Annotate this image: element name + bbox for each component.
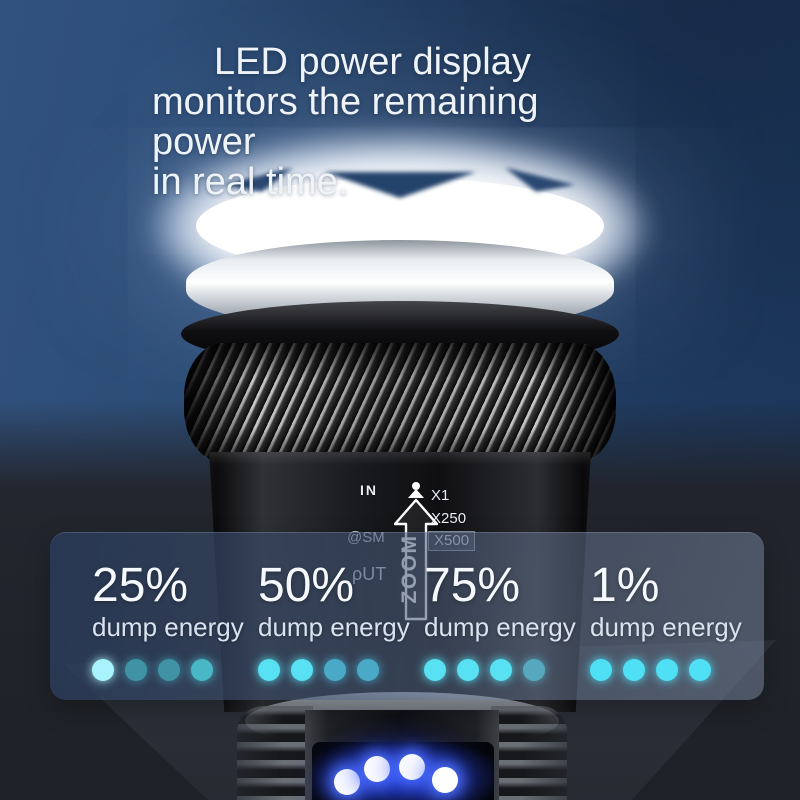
energy-dot bbox=[258, 659, 280, 682]
marking-in: IN bbox=[360, 482, 378, 498]
headline-line2: monitors the remaining power bbox=[152, 81, 539, 163]
power-led bbox=[432, 767, 458, 793]
energy-dot bbox=[424, 659, 446, 682]
headline: LED power display monitors the remaining… bbox=[152, 42, 648, 202]
energy-dots bbox=[258, 659, 424, 682]
energy-panel: 25% dump energy 50% dump energy 75% dump… bbox=[50, 532, 764, 700]
energy-dots bbox=[424, 659, 590, 682]
energy-dot bbox=[125, 659, 147, 682]
bezel-notch bbox=[324, 172, 476, 198]
energy-dot bbox=[523, 659, 545, 682]
headline-line1: LED power display bbox=[214, 41, 531, 83]
energy-dot bbox=[158, 659, 180, 682]
energy-dot bbox=[291, 659, 313, 682]
energy-label: dump energy bbox=[424, 611, 576, 642]
energy-percent: 75% bbox=[424, 559, 521, 612]
energy-card: 75% dump energy bbox=[424, 559, 590, 700]
energy-dots bbox=[92, 659, 258, 682]
energy-dot bbox=[590, 659, 612, 682]
energy-dots bbox=[590, 659, 756, 682]
headline-line3: in real time. bbox=[152, 161, 349, 203]
energy-dot bbox=[457, 659, 479, 682]
energy-label: dump energy bbox=[92, 611, 244, 642]
energy-card: 25% dump energy bbox=[92, 559, 258, 700]
tail-rib-left bbox=[237, 706, 313, 800]
energy-percent: 25% bbox=[92, 559, 189, 612]
marking-x250: X250 bbox=[431, 510, 467, 527]
energy-card: 50% dump energy bbox=[258, 559, 424, 700]
energy-card: 1% dump energy bbox=[590, 559, 756, 700]
energy-dot bbox=[689, 659, 711, 682]
energy-label: dump energy bbox=[258, 611, 410, 642]
energy-dot bbox=[656, 659, 678, 682]
tail-rib-right bbox=[491, 706, 567, 800]
power-led bbox=[334, 769, 360, 795]
energy-dot bbox=[324, 659, 346, 682]
knurled-zoom-ring bbox=[184, 343, 616, 463]
energy-percent: 50% bbox=[258, 559, 355, 612]
energy-dot bbox=[357, 659, 379, 682]
energy-label: dump energy bbox=[590, 611, 742, 642]
power-led bbox=[399, 754, 425, 780]
marking-x1: X1 bbox=[431, 487, 450, 504]
energy-dot bbox=[92, 659, 114, 682]
energy-dot bbox=[623, 659, 645, 682]
energy-dot bbox=[490, 659, 512, 682]
led-power-display bbox=[312, 742, 494, 800]
energy-dot bbox=[191, 659, 213, 682]
power-led bbox=[364, 756, 390, 782]
flashlight-tail bbox=[237, 692, 567, 800]
energy-percent: 1% bbox=[590, 559, 660, 612]
